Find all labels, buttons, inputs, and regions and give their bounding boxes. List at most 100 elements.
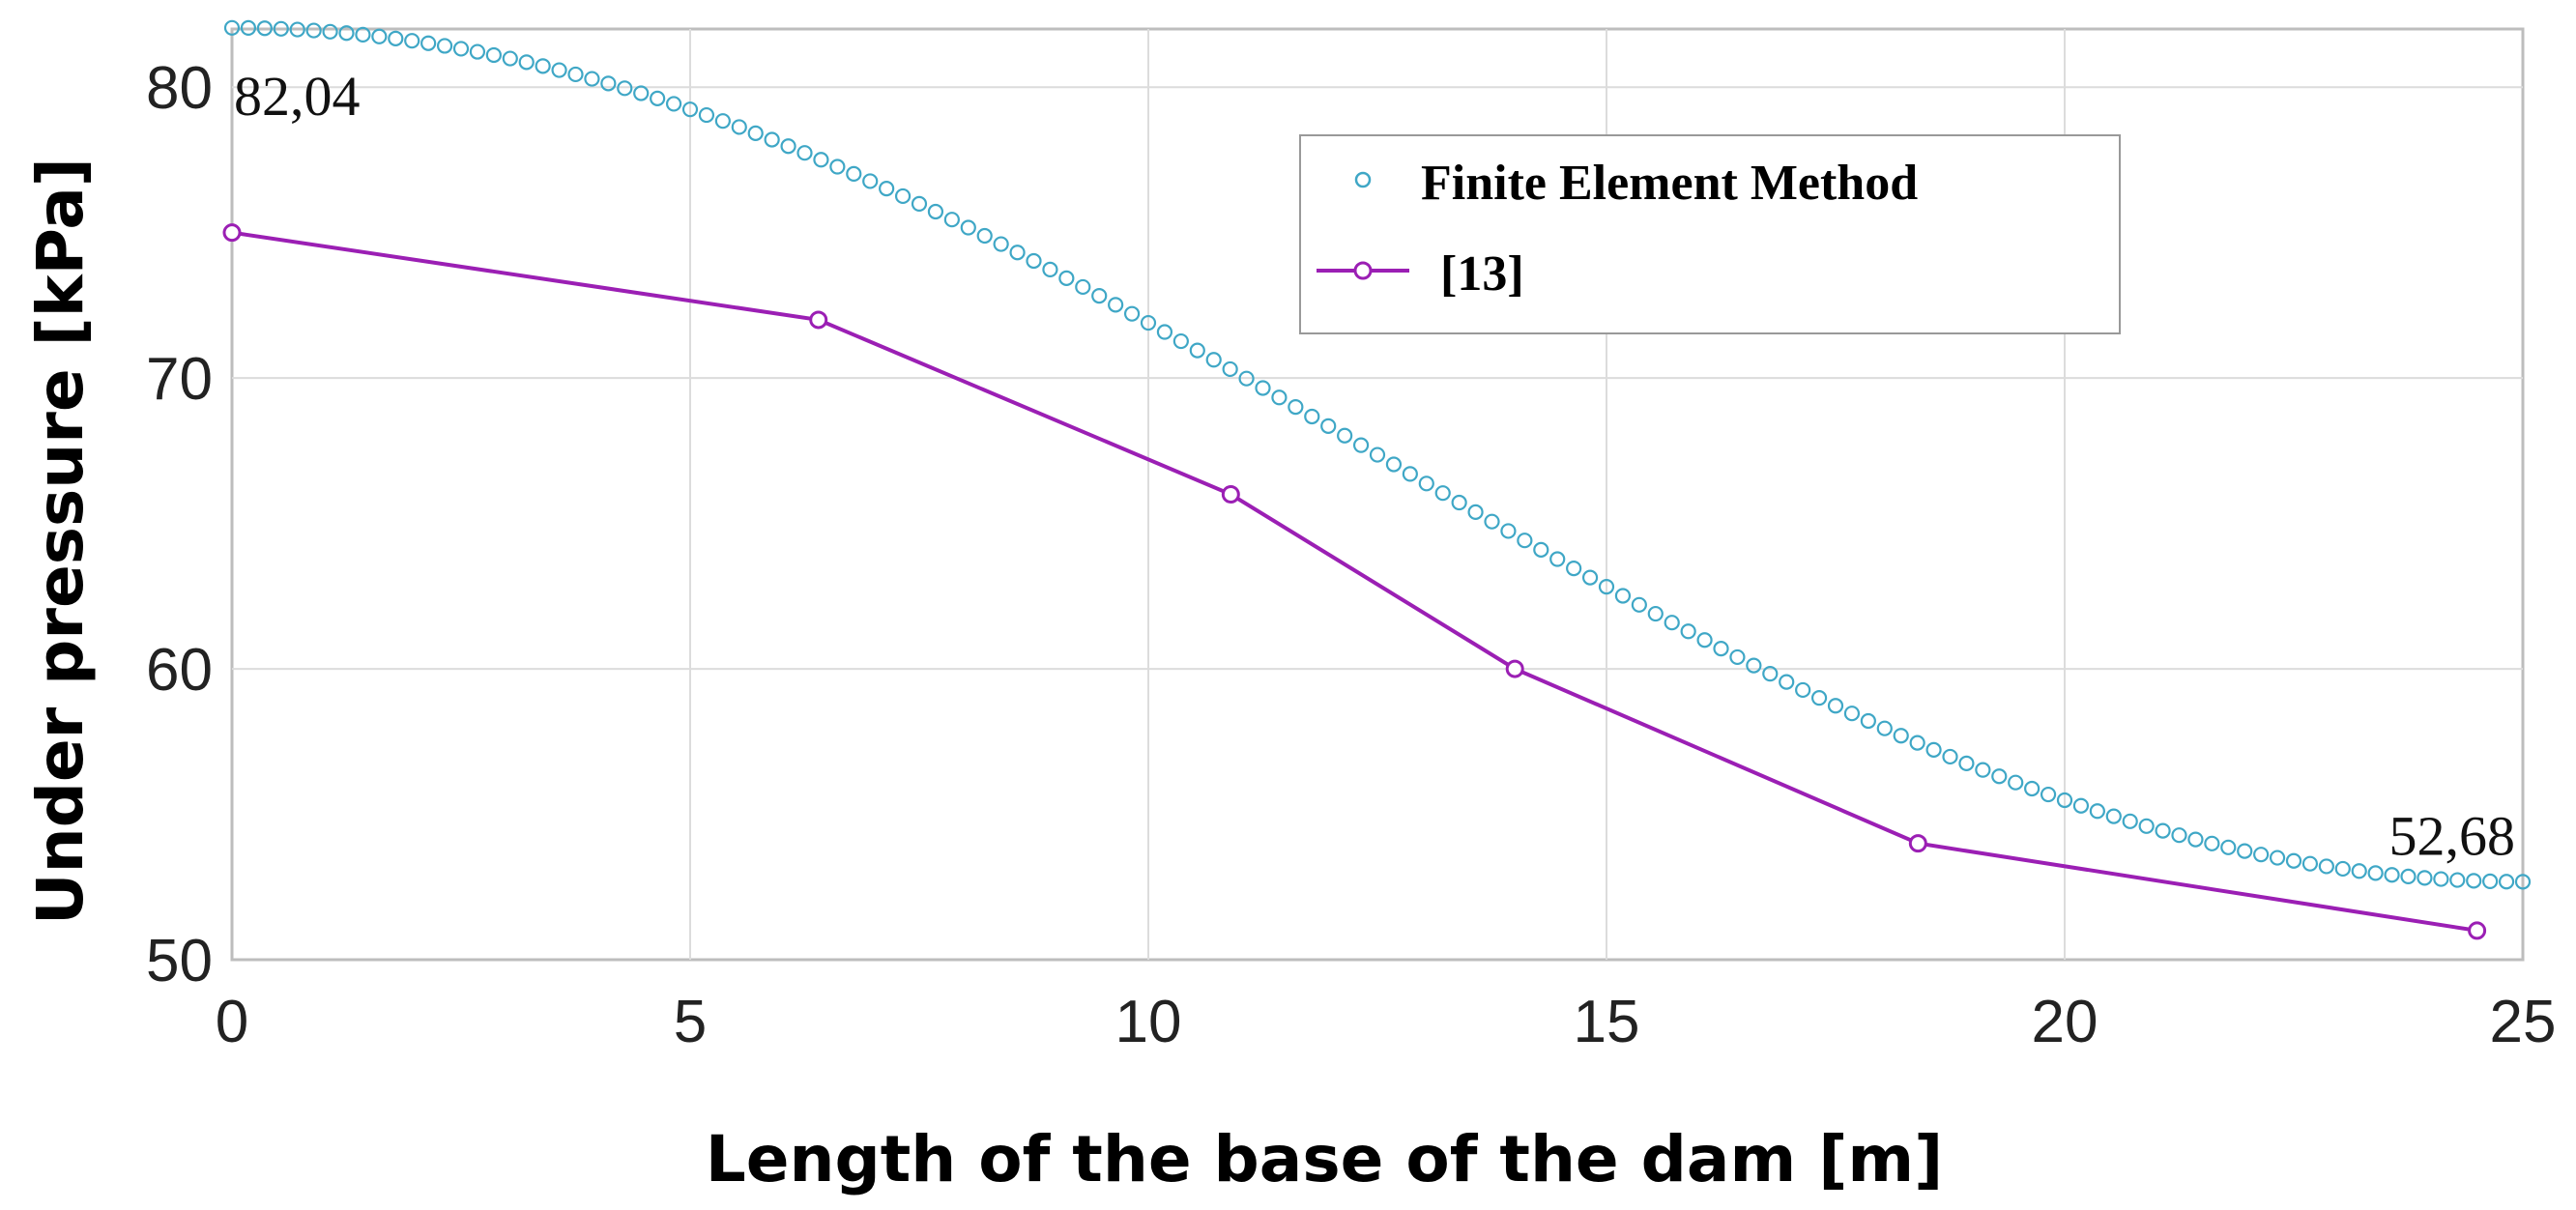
fem-point xyxy=(1369,447,1386,463)
fem-point xyxy=(1320,418,1337,434)
fem-point xyxy=(2334,860,2351,878)
fem-point xyxy=(2089,803,2105,820)
fem-point xyxy=(927,203,944,220)
ref-point xyxy=(1908,834,1927,853)
fem-point xyxy=(650,90,666,106)
fem-point xyxy=(551,62,567,78)
fem-point xyxy=(1385,456,1403,473)
fem-point xyxy=(764,131,780,148)
ref-point xyxy=(222,223,242,243)
fem-point xyxy=(256,20,273,37)
fem-point xyxy=(1810,690,1828,706)
fem-point xyxy=(2040,786,2057,803)
fem-point xyxy=(879,181,895,197)
ref-line xyxy=(231,230,2477,933)
fem-point xyxy=(518,54,535,71)
fem-point xyxy=(1598,578,1615,595)
fem-point xyxy=(1140,314,1157,331)
fem-point xyxy=(1288,399,1304,416)
fem-point xyxy=(1172,332,1189,350)
fem-point xyxy=(1108,297,1124,313)
fem-point xyxy=(1581,569,1599,586)
fem-point xyxy=(1189,342,1205,359)
fem-point xyxy=(1042,261,1058,277)
x-tick-label: 10 xyxy=(1115,989,1182,1055)
fem-point xyxy=(2514,874,2532,890)
series-finite-element-method xyxy=(223,19,2532,890)
fem-point xyxy=(2024,780,2041,797)
fem-point xyxy=(535,58,551,74)
x-tick-label: 0 xyxy=(216,989,248,1055)
fem-point xyxy=(2482,873,2499,890)
fem-point xyxy=(2498,874,2515,890)
fem-point xyxy=(2187,831,2204,848)
fem-point xyxy=(1434,485,1451,502)
fem-point xyxy=(698,106,715,124)
fem-point xyxy=(862,173,879,189)
fem-point xyxy=(223,19,241,36)
fem-point xyxy=(2318,858,2334,875)
fem-point xyxy=(2072,797,2090,814)
fem-point xyxy=(1352,437,1370,453)
fem-point xyxy=(1713,641,1729,657)
fem-point xyxy=(1991,768,2008,785)
fem-point xyxy=(1746,657,1762,674)
legend-label-fem: Finite Element Method xyxy=(1421,156,1918,211)
fem-point xyxy=(452,41,470,57)
fem-point xyxy=(436,38,453,54)
fem-point xyxy=(404,33,420,49)
fem-point xyxy=(322,23,338,40)
fem-point xyxy=(1500,523,1517,539)
fem-point xyxy=(2449,872,2466,888)
fem-point xyxy=(780,138,796,155)
fem-point xyxy=(2400,868,2417,885)
fem-point xyxy=(731,119,747,135)
y-tick-label: 80 xyxy=(146,55,213,122)
fem-point xyxy=(2171,827,2187,844)
fem-point xyxy=(485,46,502,64)
fem-point xyxy=(829,158,846,175)
legend-marker-fem xyxy=(1354,171,1372,188)
fem-point xyxy=(633,85,650,101)
fem-point xyxy=(1549,551,1566,567)
fem-point xyxy=(2351,863,2367,879)
fem-point xyxy=(960,219,976,236)
fem-point xyxy=(469,43,486,60)
y-tick-label: 50 xyxy=(146,928,213,994)
y-axis-title: Under pressure [kPa] xyxy=(23,158,98,925)
fem-point xyxy=(1451,494,1467,511)
series-reference-13 xyxy=(222,223,2487,940)
fem-point xyxy=(1664,615,1680,631)
annotations: 82,04 52,68 xyxy=(234,65,2515,868)
fem-point xyxy=(1942,748,1958,765)
fem-point xyxy=(813,152,829,168)
fem-point xyxy=(796,145,813,161)
fem-point xyxy=(273,20,289,37)
fem-point xyxy=(2105,808,2122,824)
fem-point xyxy=(1058,270,1075,286)
fem-point xyxy=(1402,466,1418,482)
fem-point xyxy=(2220,839,2237,855)
fem-point xyxy=(1631,596,1647,613)
fem-point xyxy=(355,26,371,43)
fem-point xyxy=(1467,504,1484,520)
fem-point xyxy=(338,25,355,42)
fem-point xyxy=(2301,855,2319,872)
x-tick-labels: 0 5 10 15 20 25 xyxy=(216,989,2557,1055)
fem-point xyxy=(943,212,960,228)
fem-point xyxy=(240,19,257,37)
fem-point xyxy=(2237,843,2253,859)
fem-point xyxy=(2056,792,2073,809)
fem-point xyxy=(2122,813,2138,829)
fem-point xyxy=(567,66,584,83)
ref-point xyxy=(1505,659,1524,678)
fem-point xyxy=(584,71,600,87)
fem-point xyxy=(1614,588,1632,604)
fem-point xyxy=(1123,305,1141,322)
fem-point xyxy=(2008,774,2024,791)
legend-marker-ref xyxy=(1353,261,1373,280)
fem-point xyxy=(1255,380,1271,396)
fem-point xyxy=(2367,865,2384,881)
y-tick-label: 70 xyxy=(146,346,213,413)
